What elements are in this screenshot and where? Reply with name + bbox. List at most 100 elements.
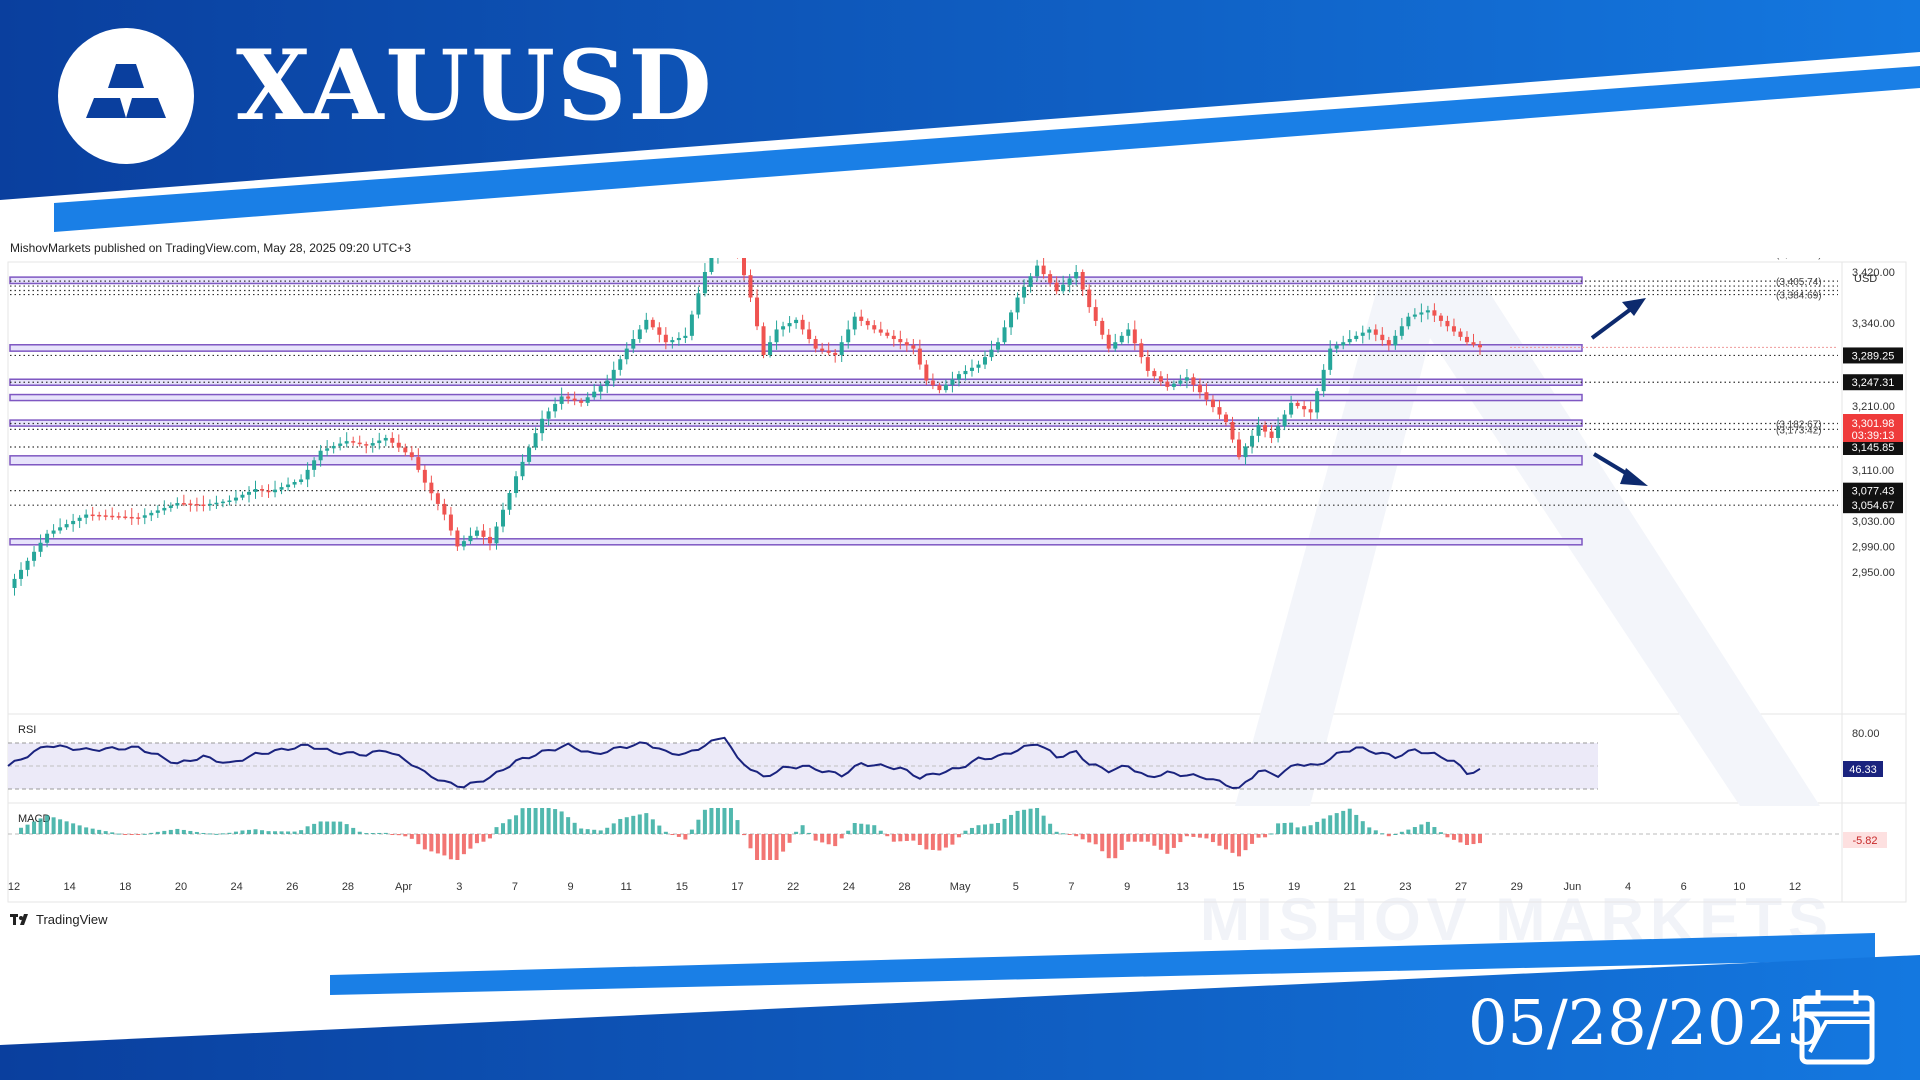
macd-bar	[1328, 815, 1333, 834]
date-tick-label: 20	[175, 881, 187, 893]
candle-up	[1113, 342, 1118, 349]
macd-bar	[1406, 829, 1411, 834]
candle-up	[839, 342, 844, 355]
macd-bar	[468, 834, 473, 849]
macd-bar	[1165, 834, 1170, 854]
candle-down	[1451, 326, 1456, 332]
macd-bar	[1302, 826, 1307, 834]
candle-down	[859, 316, 864, 321]
macd-bar	[403, 834, 408, 837]
macd-bar	[429, 834, 434, 852]
macd-bar	[233, 831, 238, 834]
macd-bar	[755, 834, 760, 860]
macd-bar	[1132, 834, 1137, 842]
macd-bar	[110, 832, 115, 834]
macd-bar	[1074, 834, 1079, 837]
level-tag-box	[1843, 374, 1903, 391]
macd-bar	[1425, 821, 1430, 834]
candle-down	[1041, 265, 1046, 275]
candle-up	[19, 569, 24, 579]
candle-up	[1009, 312, 1014, 328]
macd-bar	[116, 833, 121, 835]
macd-bar	[227, 832, 232, 834]
candle-down	[833, 352, 838, 355]
macd-bar	[592, 829, 597, 834]
candle-down	[898, 339, 903, 343]
macd-bar	[370, 833, 375, 835]
macd-bar	[1171, 834, 1176, 848]
candle-down	[650, 319, 655, 328]
candle-up	[1367, 329, 1372, 333]
macd-bar	[351, 827, 356, 834]
macd-bar	[1204, 834, 1209, 839]
candle-down	[123, 516, 128, 519]
macd-bar	[820, 834, 825, 843]
macd-bar	[742, 834, 746, 836]
candle-up	[644, 319, 649, 330]
candle-up	[233, 497, 238, 501]
macd-bar	[839, 834, 844, 839]
arrow-down-icon	[1592, 452, 1648, 486]
candle-down	[1158, 376, 1163, 382]
current-price-countdown: 03:39:13	[1852, 430, 1895, 442]
candle-down	[1445, 320, 1450, 327]
macd-bar	[735, 820, 740, 834]
macd-bar	[624, 817, 629, 834]
candle-up	[533, 433, 538, 448]
candle-down	[1048, 274, 1053, 283]
date-tick-label: 10	[1733, 881, 1745, 893]
macd-bar	[129, 834, 134, 835]
candle-down	[579, 400, 584, 403]
macd-bar	[605, 827, 610, 834]
candle-up	[982, 357, 987, 365]
candle-down	[917, 348, 922, 365]
macd-bar	[1126, 834, 1131, 842]
candle-down	[748, 275, 753, 298]
macd-bar	[1028, 808, 1033, 834]
macd-bar	[1217, 834, 1222, 846]
candle-down	[1054, 282, 1059, 292]
macd-bar	[175, 828, 180, 834]
dotted-level-layer	[10, 280, 1838, 506]
price-tick-label: 3,340.00	[1852, 318, 1895, 330]
macd-bar	[976, 825, 981, 834]
arrow-up-icon	[1590, 298, 1646, 340]
candle-up	[292, 482, 297, 485]
macd-bar	[1139, 834, 1144, 842]
candle-up	[520, 461, 525, 477]
macd-bar	[286, 831, 291, 834]
macd-bar	[84, 827, 89, 834]
macd-bar	[800, 825, 805, 834]
macd-bar	[631, 815, 636, 834]
macd-bar	[494, 827, 499, 834]
candle-down	[1432, 310, 1437, 316]
date-tick-label: 15	[1232, 881, 1244, 893]
support-resistance-zone	[9, 538, 1583, 546]
macd-bar	[58, 819, 63, 834]
level-tag-box	[1843, 482, 1903, 499]
macd-bar	[1152, 834, 1157, 846]
date-tick-label: 23	[1399, 881, 1411, 893]
date-tick-label: 4	[1625, 881, 1631, 893]
macd-bar	[1061, 833, 1066, 835]
macd-bar	[1237, 834, 1242, 857]
macd-bar	[142, 833, 147, 835]
candle-up	[846, 329, 851, 343]
macd-bar	[683, 834, 688, 840]
candle-up	[1015, 297, 1020, 313]
macd-bar	[1184, 834, 1189, 837]
macd-bar	[1373, 830, 1378, 834]
date-tick-label: 28	[342, 881, 354, 893]
macd-bar	[566, 817, 571, 834]
candle-up	[683, 335, 688, 338]
macd-bar	[501, 823, 506, 834]
candle-up	[246, 491, 251, 495]
macd-bar	[51, 817, 56, 834]
candle-up	[240, 494, 245, 498]
date-tick-label: Apr	[395, 881, 412, 893]
header-banner	[0, 0, 1920, 232]
tradingview-brand[interactable]: TradingView	[10, 912, 108, 927]
macd-bar	[715, 808, 720, 834]
candle-down	[865, 320, 870, 326]
macd-bar	[1002, 818, 1007, 834]
